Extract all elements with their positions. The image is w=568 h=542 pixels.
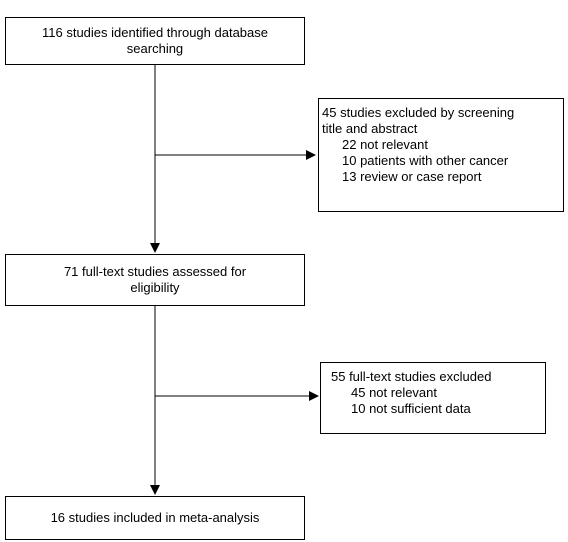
excluded-screening-item-2: 10 patients with other cancer	[342, 153, 509, 168]
included-box: 16 studies included in meta-analysis	[5, 496, 305, 540]
excluded-fulltext-box: 55 full-text studies excluded 45 not rel…	[320, 362, 546, 434]
excluded-screening-heading-2: title and abstract	[322, 121, 418, 136]
excluded-screening-heading-1: 45 studies excluded by screening	[322, 105, 515, 120]
fulltext-assessed-box: 71 full-text studies assessed for eligib…	[5, 254, 305, 306]
included-text: 16 studies included in meta-analysis	[50, 510, 260, 525]
excluded-fulltext-item-1: 45 not relevant	[351, 385, 438, 400]
excluded-screening-item-3: 13 review or case report	[342, 169, 482, 184]
identified-box: 116 studies identified through database …	[5, 17, 305, 65]
identified-line-1: 116 studies identified through database	[42, 25, 268, 40]
excluded-fulltext-heading: 55 full-text studies excluded	[331, 369, 492, 384]
fulltext-line-1: 71 full-text studies assessed for	[63, 264, 247, 279]
excluded-fulltext-item-2: 10 not sufficient data	[351, 401, 471, 416]
excluded-screening-item-1: 22 not relevant	[342, 137, 429, 152]
identified-line-2: searching	[126, 41, 184, 56]
excluded-screening-box: 45 studies excluded by screening title a…	[318, 98, 564, 212]
fulltext-line-2: eligibility	[130, 280, 180, 295]
